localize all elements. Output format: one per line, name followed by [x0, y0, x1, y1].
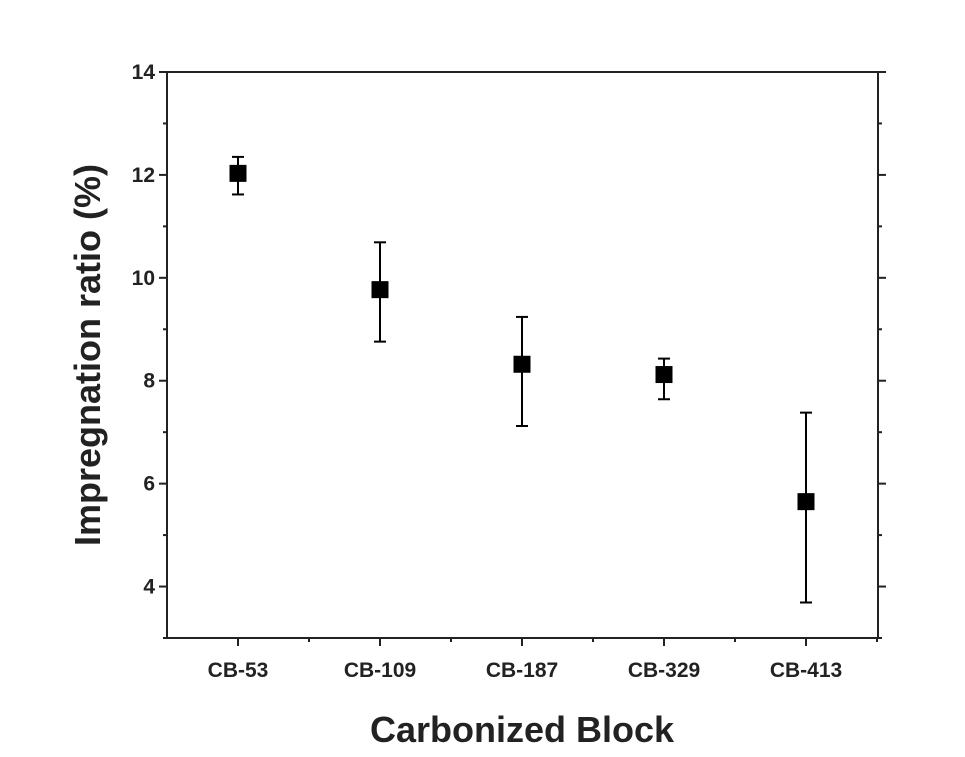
x-axis-title: Carbonized Block: [370, 709, 675, 750]
x-tick-label: CB-329: [628, 659, 700, 682]
y-axis-title: Impregnation ratio (%): [67, 164, 108, 546]
y-tick-label: 12: [132, 164, 155, 187]
data-point: [371, 281, 389, 299]
x-tick-label: CB-53: [208, 659, 269, 682]
data-point: [513, 355, 531, 373]
data-point: [229, 164, 247, 182]
x-tick-label: CB-413: [770, 659, 842, 682]
x-axis: CB-53 CB-109 CB-187 CB-329 CB-413: [208, 638, 878, 682]
x-tick-label: CB-109: [344, 659, 416, 682]
data-point: [797, 493, 815, 511]
y-tick-label: 8: [143, 370, 155, 393]
y-tick-label: 4: [143, 576, 155, 599]
y-tick-label: 14: [132, 61, 156, 84]
data-series: [229, 155, 815, 604]
y-tick-label: 10: [132, 267, 155, 290]
y-tick-label: 6: [143, 473, 155, 496]
x-tick-label: CB-187: [486, 659, 558, 682]
data-point: [655, 366, 673, 384]
y-axis: 4 6 8 10 12 14: [132, 61, 886, 639]
